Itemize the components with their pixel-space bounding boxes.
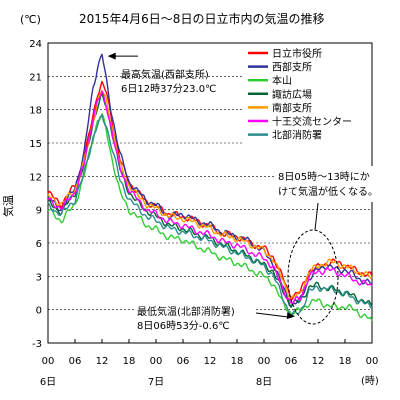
y-tick-label: 24 — [29, 39, 42, 50]
x-tick-label: 00 — [150, 356, 163, 367]
low-period-ellipse — [287, 229, 339, 325]
max-annotation: 最高気温(西部支所) 6日12時37分23.0℃ — [107, 52, 216, 95]
y-tick-label: 18 — [29, 106, 42, 117]
low-period-callout: 8日05時～13時にか けて気温が低くなる。 — [275, 166, 387, 325]
series-line-2 — [47, 113, 373, 322]
legend-label: 南部支所 — [272, 101, 312, 114]
y-tick-label: 6 — [36, 239, 42, 250]
series-lines — [47, 53, 373, 322]
x-tick-labels: 00 06 12 18 00 06 12 18 00 06 12 18 00 6日 7日 8日 — [40, 356, 379, 388]
legend-label: 十王交流センター — [272, 115, 352, 128]
series-line-6 — [47, 114, 373, 319]
legend-label: 本山 — [272, 74, 292, 87]
y-axis-label: 気温 — [1, 195, 15, 217]
x-tick-label: 06 — [285, 356, 298, 367]
x-tick-label: 18 — [339, 356, 352, 367]
chart-title: 2015年4月6日～8日の日立市内の気温の推移 — [79, 11, 324, 26]
min-arrow-head — [286, 312, 296, 320]
min-annotation-line2: 8日06時53分-0.6℃ — [137, 320, 230, 332]
x-tick-label: 12 — [96, 356, 109, 367]
low-period-note-line2: けて気温が低くなる。 — [278, 185, 378, 198]
legend-label: 北部消防署 — [272, 129, 322, 142]
low-period-note-line1: 8日05時～13時にか — [278, 171, 370, 183]
unit-label: (℃) — [20, 13, 41, 26]
max-arrow-head — [107, 52, 116, 60]
legend-label: 諏訪広場 — [272, 88, 312, 101]
series-line-1 — [47, 53, 373, 308]
x-tick-label: 00 — [258, 356, 271, 367]
x-tick-label: 18 — [123, 356, 136, 367]
x-tick-label: 12 — [204, 356, 217, 367]
grid-lines — [48, 76, 372, 310]
x-tick-label: 00 — [42, 356, 55, 367]
x-tick-label: 18 — [231, 356, 244, 367]
x-tick-label: 06 — [177, 356, 190, 367]
min-arrow-line — [255, 312, 292, 318]
min-annotation: 最低気温(北部消防署) 8日06時53分-0.6℃ — [135, 302, 296, 334]
low-period-leader — [314, 202, 319, 231]
max-annotation-line2: 6日12時37分23.0℃ — [121, 83, 216, 95]
x-tick-label: 00 — [366, 356, 379, 367]
series-line-5 — [47, 90, 373, 304]
y-tick-label: 9 — [36, 206, 42, 217]
y-tick-label: -3 — [32, 339, 42, 350]
x-axis-unit-label: (時) — [361, 375, 379, 387]
x-tick-label: 12 — [312, 356, 325, 367]
y-tick-label: 0 — [36, 306, 42, 317]
y-tick-labels: -3 0 3 6 9 12 15 18 21 24 — [29, 39, 42, 350]
legend-label: 西部支所 — [272, 61, 312, 74]
max-annotation-line1: 最高気温(西部支所) — [121, 68, 209, 81]
min-annotation-box — [135, 302, 255, 334]
day-label: 8日 — [256, 377, 272, 388]
y-tick-label: 3 — [36, 272, 42, 283]
low-period-note-box — [275, 166, 387, 202]
x-tick-label: 06 — [69, 356, 82, 367]
y-tick-label: 12 — [29, 172, 42, 183]
y-tick-label: 15 — [29, 139, 42, 150]
day-label: 6日 — [40, 377, 56, 388]
day-label: 7日 — [148, 377, 164, 388]
y-tick-label: 21 — [29, 72, 42, 83]
min-annotation-line1: 最低気温(北部消防署) — [137, 305, 235, 318]
legend-label: 日立市役所 — [272, 47, 322, 60]
series-line-0 — [47, 80, 373, 301]
